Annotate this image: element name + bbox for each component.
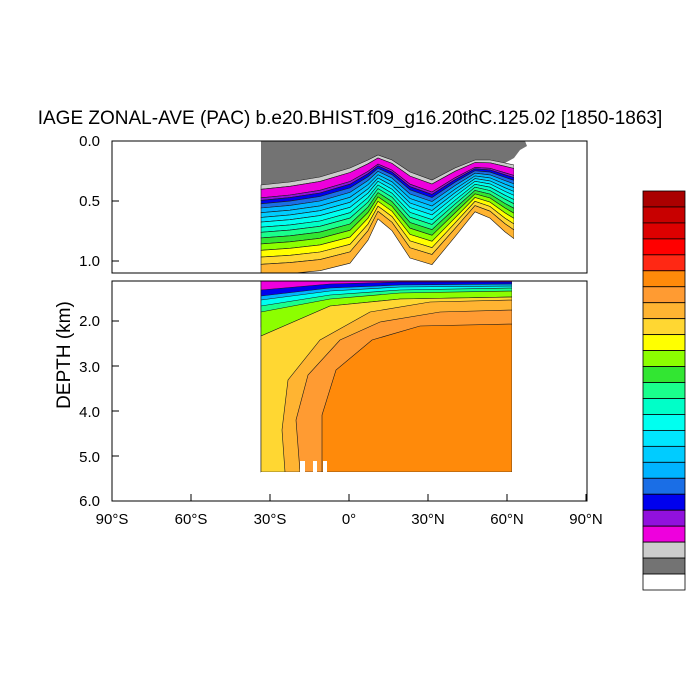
y-tick-label-1.0: 1.0 [79, 253, 100, 270]
legend-swatch-6 [642, 477, 686, 495]
legend-swatch-18 [642, 286, 686, 304]
legend-swatch-10 [642, 414, 686, 431]
legend-swatch-7 [642, 461, 686, 479]
upper-panel-frame [111, 140, 588, 274]
y-tick-label-0.5: 0.5 [79, 193, 100, 210]
y-tick-label-6.0: 6.0 [79, 493, 100, 510]
legend-swatch-22 [642, 222, 686, 240]
x-tick-label-30n: 30°N [411, 511, 445, 528]
legend-swatch-24 [642, 190, 686, 208]
legend-swatch-14 [642, 350, 686, 367]
legend-swatch-8 [642, 445, 686, 463]
chart-title: IAGE ZONAL-AVE (PAC) b.e20.BHIST.f09_g16… [37, 108, 663, 129]
lower-gap-3 [323, 461, 327, 472]
axis-ticks [111, 140, 587, 502]
x-tick-label-0: 0° [342, 511, 356, 528]
legend-swatch-4 [642, 509, 686, 527]
legend-swatch-23 [642, 206, 686, 224]
y-axis-label: DEPTH (km) [54, 301, 75, 409]
y-tick-label-0.0: 0.0 [79, 133, 100, 150]
upper-empty-north [514, 158, 587, 273]
lower-empty-north [512, 281, 587, 501]
lower-empty-bottom-right [488, 472, 512, 501]
x-tick-label-60s: 60°S [175, 511, 208, 528]
legend-swatch-5 [642, 493, 686, 511]
lower-gap-1 [300, 461, 305, 472]
legend-swatch-3 [642, 525, 686, 543]
legend-swatch-0 [642, 573, 686, 591]
color-legend [642, 190, 686, 591]
y-tick-label-2.0: 2.0 [79, 313, 100, 330]
upper-topography [261, 141, 527, 185]
legend-swatch-1 [642, 557, 686, 575]
lower-panel-field [112, 281, 587, 501]
x-tick-label-90s: 90°S [96, 511, 129, 528]
lower-gap-2 [313, 461, 317, 472]
legend-swatch-11 [642, 398, 686, 415]
legend-swatch-20 [642, 254, 686, 272]
y-tick-label-4.0: 4.0 [79, 404, 100, 421]
legend-swatch-17 [642, 302, 686, 320]
legend-swatch-15 [642, 334, 686, 352]
legend-swatch-16 [642, 318, 686, 336]
y-tick-label-3.0: 3.0 [79, 359, 100, 376]
legend-swatch-19 [642, 270, 686, 288]
legend-swatch-13 [642, 366, 686, 383]
lower-empty-bottom [261, 472, 488, 501]
legend-swatch-9 [642, 429, 686, 447]
upper-empty-south [112, 141, 261, 273]
upper-panel-field [112, 141, 587, 273]
legend-swatch-2 [642, 541, 686, 559]
y-tick-label-5.0: 5.0 [79, 449, 100, 466]
x-tick-label-60n: 60°N [490, 511, 524, 528]
x-tick-label-30s: 30°S [254, 511, 287, 528]
lower-empty-south [112, 281, 261, 501]
legend-swatch-12 [642, 382, 686, 399]
x-tick-label-90n: 90°N [569, 511, 603, 528]
legend-swatch-21 [642, 238, 686, 256]
